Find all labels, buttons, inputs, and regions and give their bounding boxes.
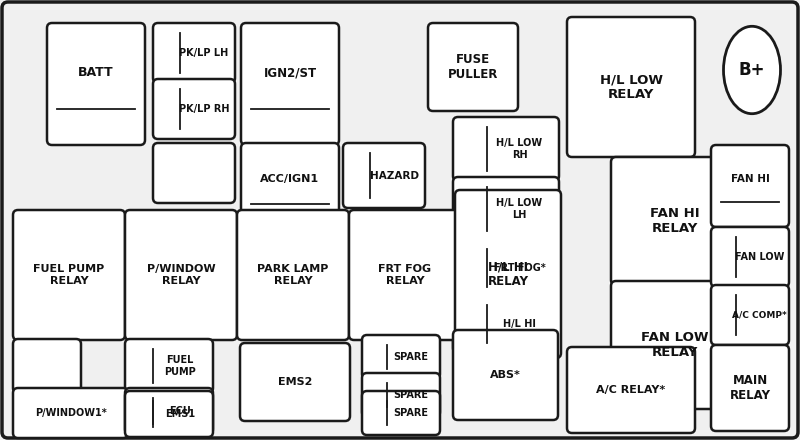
FancyBboxPatch shape xyxy=(428,23,518,111)
Text: H/L HI: H/L HI xyxy=(503,319,536,329)
FancyBboxPatch shape xyxy=(13,339,81,393)
FancyBboxPatch shape xyxy=(237,210,349,340)
Ellipse shape xyxy=(723,26,781,114)
Text: PK/LP RH: PK/LP RH xyxy=(179,104,230,114)
FancyBboxPatch shape xyxy=(13,388,128,438)
FancyBboxPatch shape xyxy=(240,343,350,421)
Text: PK/LP LH: PK/LP LH xyxy=(179,48,229,58)
Text: ABS*: ABS* xyxy=(490,370,521,380)
FancyBboxPatch shape xyxy=(711,345,789,431)
FancyBboxPatch shape xyxy=(241,23,339,145)
Text: EMS1: EMS1 xyxy=(165,409,195,419)
FancyBboxPatch shape xyxy=(47,23,145,145)
Text: B+: B+ xyxy=(738,61,766,79)
Text: FAN HI: FAN HI xyxy=(730,174,770,184)
Text: SPARE: SPARE xyxy=(393,408,428,418)
FancyBboxPatch shape xyxy=(711,285,789,345)
FancyBboxPatch shape xyxy=(125,210,237,340)
Text: FRT FOG*: FRT FOG* xyxy=(494,263,546,273)
Text: A/C RELAY*: A/C RELAY* xyxy=(596,385,666,395)
Text: FAN HI
RELAY: FAN HI RELAY xyxy=(650,207,700,235)
FancyBboxPatch shape xyxy=(711,227,789,287)
FancyBboxPatch shape xyxy=(453,177,559,241)
FancyBboxPatch shape xyxy=(455,190,561,358)
FancyBboxPatch shape xyxy=(343,143,425,208)
Text: H/L LOW
RELAY: H/L LOW RELAY xyxy=(599,73,662,101)
Text: P/WINDOW
RELAY: P/WINDOW RELAY xyxy=(146,264,215,286)
Text: HAZARD: HAZARD xyxy=(370,171,418,180)
Text: SPARE: SPARE xyxy=(393,352,428,362)
Text: EMS2: EMS2 xyxy=(278,377,312,387)
FancyBboxPatch shape xyxy=(453,239,559,297)
Text: H/L HI
RELAY: H/L HI RELAY xyxy=(487,260,529,288)
FancyBboxPatch shape xyxy=(453,295,559,353)
Text: FAN LOW: FAN LOW xyxy=(735,252,784,262)
Text: MAIN
RELAY: MAIN RELAY xyxy=(730,374,770,402)
Text: P/WINDOW1*: P/WINDOW1* xyxy=(34,408,106,418)
FancyBboxPatch shape xyxy=(349,210,461,340)
Text: ACC/IGN1: ACC/IGN1 xyxy=(261,174,319,184)
FancyBboxPatch shape xyxy=(567,347,695,433)
FancyBboxPatch shape xyxy=(362,391,440,435)
Text: H/L LOW
RH: H/L LOW RH xyxy=(496,138,542,160)
FancyBboxPatch shape xyxy=(153,23,235,83)
Text: IGN2/ST: IGN2/ST xyxy=(263,66,317,79)
FancyBboxPatch shape xyxy=(362,373,440,417)
Text: FRT FOG
RELAY: FRT FOG RELAY xyxy=(378,264,431,286)
Text: BATT: BATT xyxy=(78,66,114,79)
FancyBboxPatch shape xyxy=(453,117,559,181)
FancyBboxPatch shape xyxy=(125,391,213,437)
FancyBboxPatch shape xyxy=(125,388,213,434)
FancyBboxPatch shape xyxy=(125,339,213,393)
Text: FUEL PUMP
RELAY: FUEL PUMP RELAY xyxy=(34,264,105,286)
FancyBboxPatch shape xyxy=(711,145,789,227)
Text: SPARE: SPARE xyxy=(393,390,428,400)
Text: ECU: ECU xyxy=(169,406,190,416)
FancyBboxPatch shape xyxy=(153,79,235,139)
Text: H/L LOW
LH: H/L LOW LH xyxy=(496,198,542,220)
FancyBboxPatch shape xyxy=(567,17,695,157)
Text: FAN LOW
RELAY: FAN LOW RELAY xyxy=(642,331,709,359)
Text: A/C COMP*: A/C COMP* xyxy=(732,311,787,319)
FancyBboxPatch shape xyxy=(453,330,558,420)
FancyBboxPatch shape xyxy=(241,143,339,231)
FancyBboxPatch shape xyxy=(362,335,440,379)
FancyBboxPatch shape xyxy=(611,281,739,409)
Text: FUSE
PULLER: FUSE PULLER xyxy=(448,53,498,81)
FancyBboxPatch shape xyxy=(13,210,125,340)
Text: FUEL
PUMP: FUEL PUMP xyxy=(164,355,196,377)
FancyBboxPatch shape xyxy=(611,157,739,285)
FancyBboxPatch shape xyxy=(153,143,235,203)
Text: PARK LAMP
RELAY: PARK LAMP RELAY xyxy=(258,264,329,286)
